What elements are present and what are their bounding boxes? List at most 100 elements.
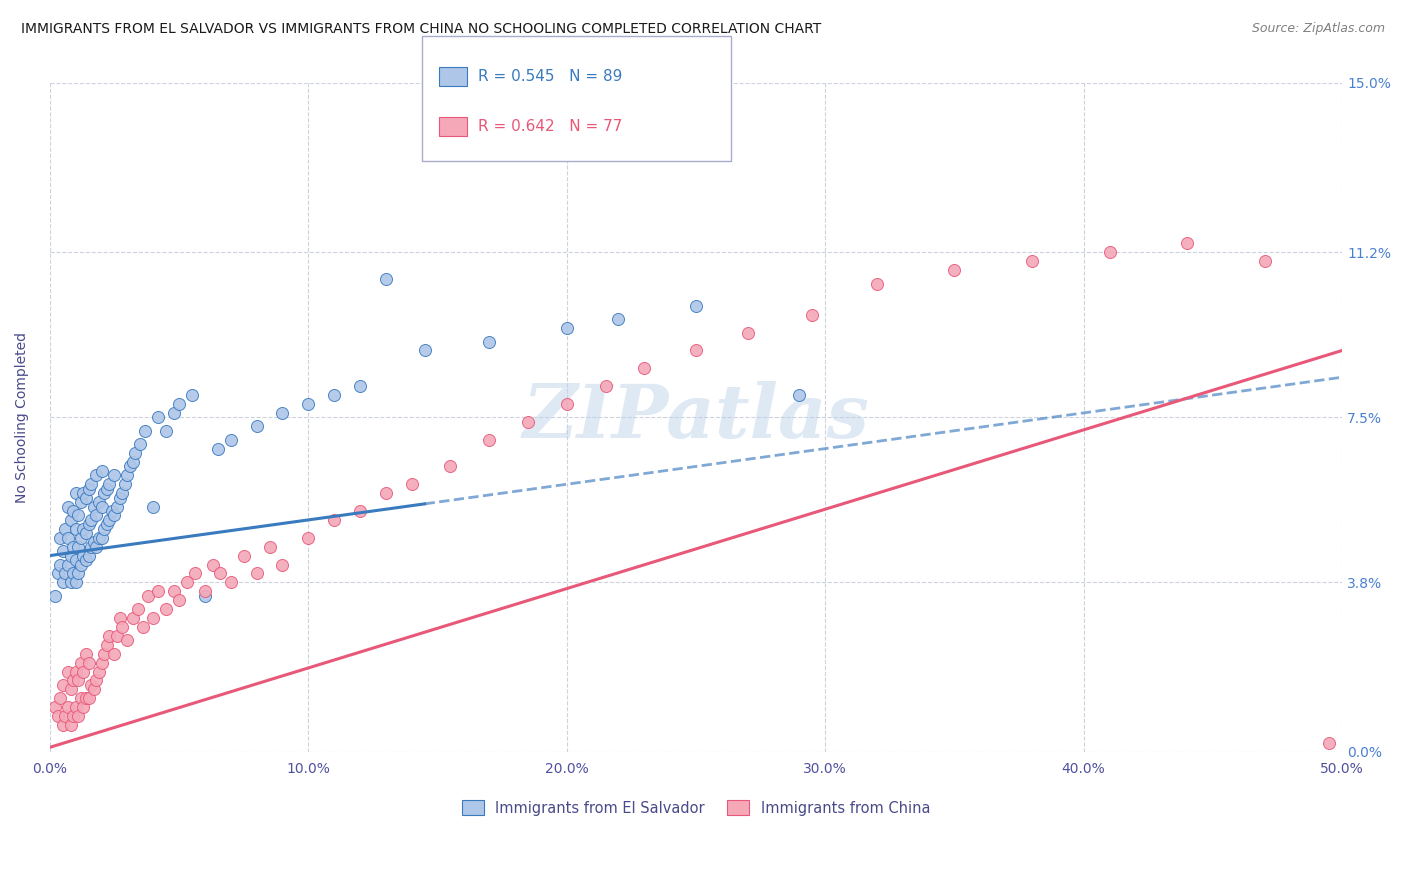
Point bbox=[90, 656, 112, 670]
Point bbox=[167, 397, 190, 411]
Point bbox=[72, 665, 94, 679]
Point bbox=[101, 504, 124, 518]
Point bbox=[232, 549, 254, 563]
Point bbox=[59, 718, 82, 732]
Point bbox=[163, 406, 186, 420]
Point bbox=[1175, 236, 1198, 251]
Point bbox=[517, 415, 540, 429]
Point bbox=[77, 656, 100, 670]
Point bbox=[67, 566, 90, 581]
Point bbox=[117, 633, 139, 648]
Point bbox=[1317, 736, 1340, 750]
Point bbox=[96, 517, 118, 532]
Point bbox=[105, 629, 128, 643]
Point bbox=[52, 718, 75, 732]
Point bbox=[297, 397, 319, 411]
Point bbox=[117, 468, 139, 483]
Point bbox=[789, 388, 811, 402]
Point bbox=[155, 424, 177, 438]
Point bbox=[93, 522, 115, 536]
Point bbox=[201, 558, 224, 572]
Point bbox=[87, 665, 110, 679]
Point bbox=[86, 468, 108, 483]
Point bbox=[56, 700, 79, 714]
Point bbox=[148, 410, 170, 425]
Point bbox=[53, 522, 76, 536]
Point bbox=[86, 673, 108, 688]
Point bbox=[271, 406, 294, 420]
Point bbox=[52, 678, 75, 692]
Point bbox=[209, 566, 232, 581]
Point bbox=[56, 665, 79, 679]
Point bbox=[323, 513, 346, 527]
Point bbox=[1253, 254, 1275, 268]
Point bbox=[103, 508, 125, 523]
Point bbox=[62, 566, 84, 581]
Point bbox=[866, 277, 889, 291]
Point bbox=[49, 691, 72, 706]
Point bbox=[72, 486, 94, 500]
Point bbox=[70, 495, 93, 509]
Point bbox=[87, 495, 110, 509]
Point bbox=[349, 379, 371, 393]
Point bbox=[52, 575, 75, 590]
Point bbox=[65, 575, 87, 590]
Point bbox=[103, 647, 125, 661]
Point bbox=[46, 709, 69, 723]
Text: IMMIGRANTS FROM EL SALVADOR VS IMMIGRANTS FROM CHINA NO SCHOOLING COMPLETED CORR: IMMIGRANTS FROM EL SALVADOR VS IMMIGRANT… bbox=[21, 22, 821, 37]
Point bbox=[49, 531, 72, 545]
Point bbox=[194, 584, 217, 599]
Point bbox=[72, 700, 94, 714]
Point bbox=[90, 531, 112, 545]
Y-axis label: No Schooling Completed: No Schooling Completed bbox=[15, 332, 30, 503]
Point bbox=[478, 334, 501, 349]
Point bbox=[118, 459, 141, 474]
Point bbox=[62, 540, 84, 554]
Point bbox=[108, 611, 131, 625]
Point bbox=[49, 558, 72, 572]
Point bbox=[219, 575, 242, 590]
Point bbox=[90, 464, 112, 478]
Point bbox=[65, 522, 87, 536]
Point bbox=[132, 620, 155, 634]
Point bbox=[167, 593, 190, 607]
Point bbox=[108, 491, 131, 505]
Point bbox=[155, 602, 177, 616]
Point bbox=[323, 388, 346, 402]
Point bbox=[103, 468, 125, 483]
Text: R = 0.642   N = 77: R = 0.642 N = 77 bbox=[478, 119, 623, 134]
Point bbox=[70, 656, 93, 670]
Point bbox=[80, 678, 103, 692]
Point bbox=[72, 522, 94, 536]
Point bbox=[77, 549, 100, 563]
Point bbox=[56, 500, 79, 514]
Point bbox=[121, 455, 143, 469]
Point bbox=[439, 459, 461, 474]
Point bbox=[121, 611, 143, 625]
Point bbox=[56, 558, 79, 572]
Point bbox=[65, 665, 87, 679]
Point bbox=[46, 566, 69, 581]
Point bbox=[114, 477, 136, 491]
Point bbox=[67, 709, 90, 723]
Point bbox=[65, 486, 87, 500]
Point bbox=[80, 477, 103, 491]
Point bbox=[142, 500, 165, 514]
Point bbox=[62, 504, 84, 518]
Point bbox=[56, 531, 79, 545]
Point bbox=[219, 433, 242, 447]
Point bbox=[98, 477, 121, 491]
Point bbox=[259, 540, 281, 554]
Point bbox=[401, 477, 423, 491]
Point bbox=[77, 691, 100, 706]
Point bbox=[93, 647, 115, 661]
Point bbox=[65, 700, 87, 714]
Point bbox=[59, 513, 82, 527]
Point bbox=[607, 312, 630, 326]
Point bbox=[271, 558, 294, 572]
Point bbox=[67, 508, 90, 523]
Point bbox=[127, 602, 149, 616]
Point bbox=[134, 424, 156, 438]
Point bbox=[90, 500, 112, 514]
Point bbox=[72, 549, 94, 563]
